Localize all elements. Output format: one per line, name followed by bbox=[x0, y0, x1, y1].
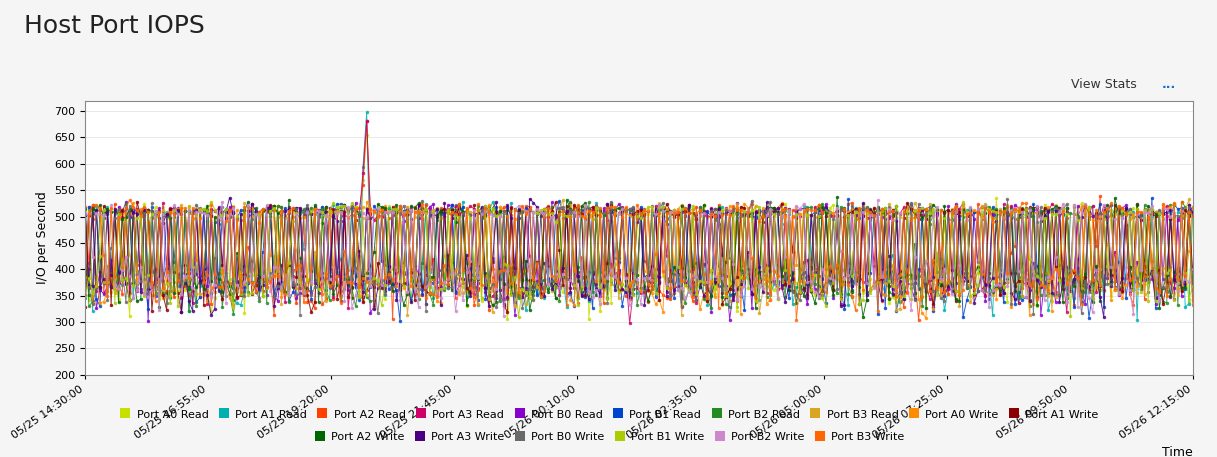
Text: Time: Time bbox=[1162, 446, 1193, 457]
Text: Host Port IOPS: Host Port IOPS bbox=[24, 14, 206, 38]
Text: View Stats: View Stats bbox=[1071, 78, 1137, 90]
Y-axis label: I/O per Second: I/O per Second bbox=[35, 191, 49, 284]
Legend: Port A2 Write, Port A3 Write, Port B0 Write, Port B1 Write, Port B2 Write, Port : Port A2 Write, Port A3 Write, Port B0 Wr… bbox=[309, 428, 908, 447]
Legend: Port A0 Read, Port A1 Read, Port A2 Read, Port A3 Read, Port B0 Read, Port B1 Re: Port A0 Read, Port A1 Read, Port A2 Read… bbox=[114, 405, 1103, 424]
Text: ...: ... bbox=[1162, 78, 1177, 90]
